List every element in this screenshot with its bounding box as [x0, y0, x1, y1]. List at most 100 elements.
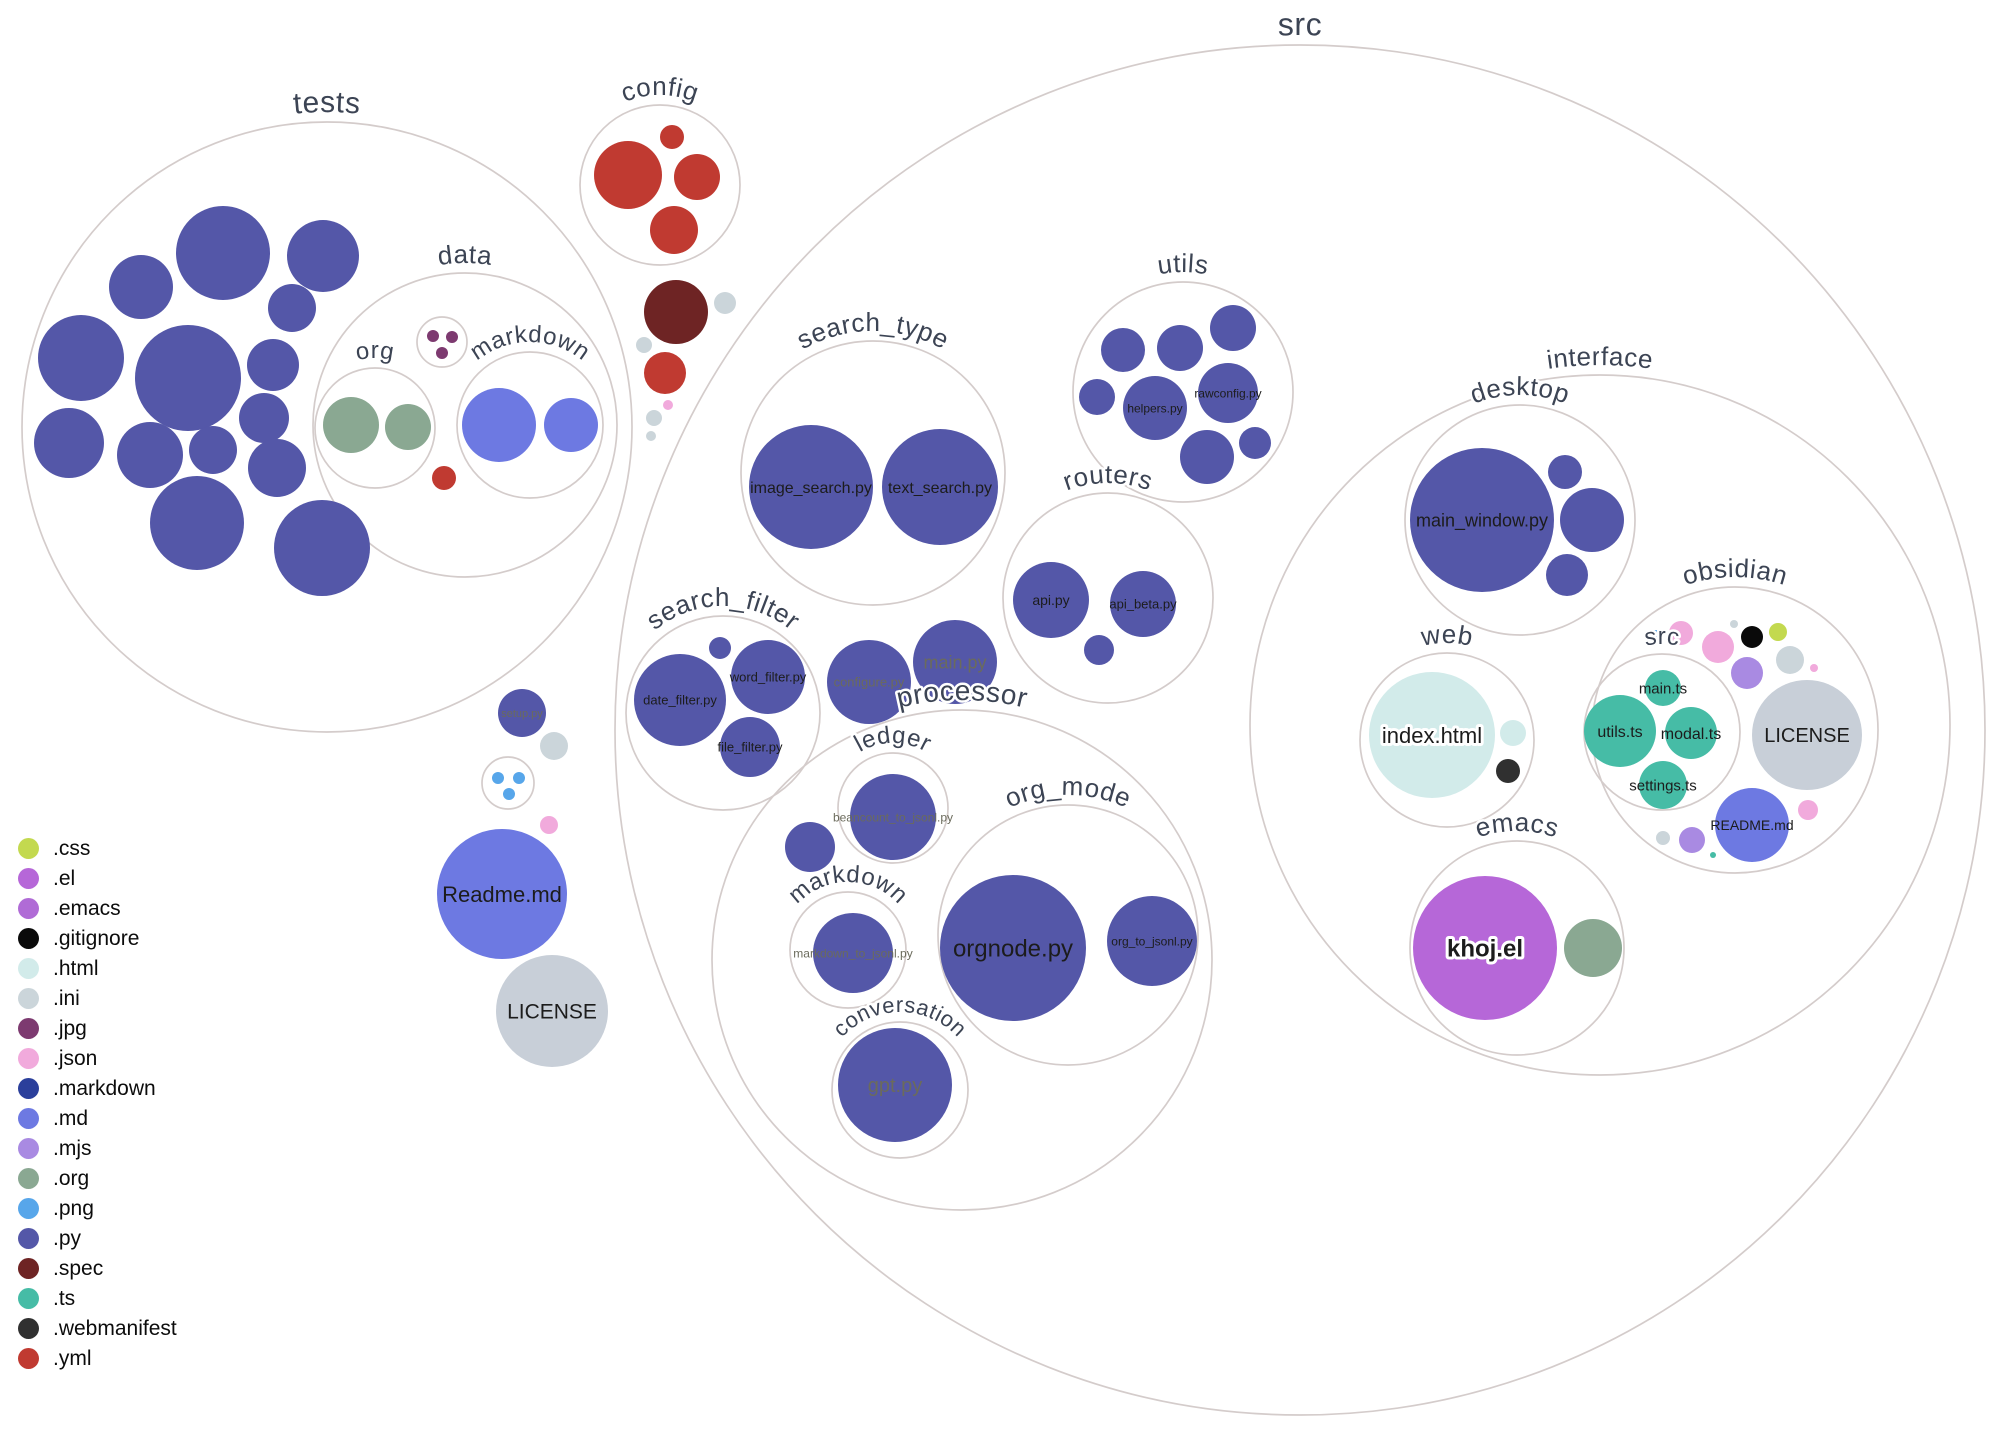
- folder-circle-utils[interactable]: [1072, 281, 1294, 503]
- file-circle-unnamed.json[interactable]: [540, 816, 558, 834]
- folder-circle-tests[interactable]: [21, 121, 633, 733]
- folder-circle-src[interactable]: [1583, 653, 1741, 811]
- file-circle-unnamed.py[interactable]: [1157, 325, 1203, 371]
- folder-circle-desktop[interactable]: [1404, 404, 1636, 636]
- file-circle-unnamed.py[interactable]: [150, 476, 244, 570]
- folder-circle-interface[interactable]: [1249, 374, 1951, 1076]
- file-circle-main.py[interactable]: [913, 620, 997, 704]
- file-circle-unnamed.ini[interactable]: [646, 410, 662, 426]
- file-circle-gpt.py[interactable]: [838, 1028, 952, 1142]
- file-circle-unnamed.yml[interactable]: [644, 352, 686, 394]
- file-circle-unnamed.ini[interactable]: [636, 337, 652, 353]
- file-circle-unnamed.py[interactable]: [1079, 379, 1115, 415]
- file-circle-orgnode.py[interactable]: [940, 875, 1086, 1021]
- file-circle-unnamed.py[interactable]: [1560, 488, 1624, 552]
- file-circle-unnamed.jpg[interactable]: [446, 331, 458, 343]
- file-circle-unnamed.png[interactable]: [513, 772, 525, 784]
- file-circle-unnamed.py[interactable]: [1210, 305, 1256, 351]
- file-circle-unnamed.png[interactable]: [503, 788, 515, 800]
- file-circle-unnamed.json[interactable]: [663, 400, 673, 410]
- file-circle-unnamed.css[interactable]: [1769, 623, 1787, 641]
- file-circle-unnamed.json[interactable]: [1669, 621, 1693, 645]
- file-circle-unnamed.py[interactable]: [109, 255, 173, 319]
- file-circle-utils.ts[interactable]: [1584, 695, 1656, 767]
- file-circle-main.ts[interactable]: [1645, 670, 1681, 706]
- file-circle-LICENSE[interactable]: [1752, 680, 1862, 790]
- file-circle-unnamed.py[interactable]: [248, 439, 306, 497]
- file-circle-unnamed.yml[interactable]: [432, 466, 456, 490]
- file-circle-unnamed.py[interactable]: [189, 426, 237, 474]
- file-circle-unnamed.ini[interactable]: [714, 292, 736, 314]
- file-circle-unnamed.ini[interactable]: [1656, 831, 1670, 845]
- file-circle-text_search.py[interactable]: [882, 429, 998, 545]
- file-circle-unnamed.py[interactable]: [117, 422, 183, 488]
- file-circle-date_filter.py[interactable]: [634, 654, 726, 746]
- folder-circle-processor[interactable]: [711, 709, 1213, 1211]
- file-circle-unnamed.gitignore[interactable]: [1741, 626, 1763, 648]
- file-circle-unnamed.ini[interactable]: [540, 732, 568, 760]
- file-circle-setup.py[interactable]: [498, 689, 546, 737]
- file-circle-unnamed.md[interactable]: [462, 388, 536, 462]
- file-circle-Readme.md[interactable]: [437, 829, 567, 959]
- folder-circle-org[interactable]: [314, 367, 436, 489]
- file-circle-unnamed.org[interactable]: [323, 397, 379, 453]
- file-circle-unnamed.ini[interactable]: [1730, 620, 1738, 628]
- file-circle-unnamed.jpg[interactable]: [427, 330, 439, 342]
- file-circle-beancount_to_jsonl.py[interactable]: [850, 774, 936, 860]
- file-circle-file_filter.py[interactable]: [720, 717, 780, 777]
- file-circle-unnamed.yml[interactable]: [594, 141, 662, 209]
- file-circle-unnamed.yml[interactable]: [660, 125, 684, 149]
- file-circle-unnamed.png[interactable]: [492, 772, 504, 784]
- file-circle-unnamed.json[interactable]: [1702, 631, 1734, 663]
- file-circle-unnamed.json[interactable]: [1798, 800, 1818, 820]
- folder-circle-emacs[interactable]: [1409, 840, 1625, 1056]
- file-circle-unnamed.py[interactable]: [239, 393, 289, 443]
- folder-circle-src[interactable]: [614, 44, 1986, 1416]
- file-circle-modal.ts[interactable]: [1665, 707, 1717, 759]
- file-circle-unnamed.py[interactable]: [1101, 328, 1145, 372]
- file-circle-unnamed.py[interactable]: [274, 500, 370, 596]
- file-circle-unnamed.html[interactable]: [1500, 720, 1526, 746]
- folder-circle-unnamed[interactable]: [416, 316, 468, 368]
- file-circle-unnamed.mjs[interactable]: [1679, 827, 1705, 853]
- file-circle-unnamed.mjs[interactable]: [1731, 657, 1763, 689]
- file-circle-unnamed.spec[interactable]: [644, 280, 708, 344]
- file-circle-org_to_jsonl.py[interactable]: [1107, 896, 1197, 986]
- file-circle-khoj.el[interactable]: [1413, 876, 1557, 1020]
- file-circle-settings.ts[interactable]: [1639, 761, 1687, 809]
- folder-circle-markdown[interactable]: [456, 351, 604, 499]
- folder-circle-config[interactable]: [579, 104, 741, 266]
- file-circle-unnamed.ini[interactable]: [1776, 646, 1804, 674]
- file-circle-unnamed.py[interactable]: [1546, 554, 1588, 596]
- folder-circle-search_filter[interactable]: [625, 615, 821, 811]
- file-circle-unnamed.json[interactable]: [1810, 664, 1818, 672]
- file-circle-api_beta.py[interactable]: [1110, 571, 1176, 637]
- folder-circle-conversation[interactable]: [831, 1021, 969, 1159]
- file-circle-main_window.py[interactable]: [1410, 448, 1554, 592]
- file-circle-unnamed.png[interactable]: [1650, 630, 1662, 642]
- file-circle-unnamed.py[interactable]: [135, 325, 241, 431]
- file-circle-unnamed.py[interactable]: [287, 220, 359, 292]
- file-circle-unnamed.jpg[interactable]: [436, 347, 448, 359]
- folder-circle-search_type[interactable]: [740, 340, 1006, 606]
- file-circle-unnamed.py[interactable]: [247, 339, 299, 391]
- file-circle-unnamed.org[interactable]: [385, 404, 431, 450]
- file-circle-unnamed.py[interactable]: [1180, 430, 1234, 484]
- file-circle-word_filter.py[interactable]: [731, 640, 805, 714]
- file-circle-unnamed.py[interactable]: [1239, 427, 1271, 459]
- folder-circle-org_mode[interactable]: [937, 804, 1199, 1066]
- file-circle-unnamed.ts[interactable]: [1710, 852, 1716, 858]
- file-circle-image_search.py[interactable]: [749, 425, 873, 549]
- file-circle-index.html[interactable]: [1369, 672, 1495, 798]
- file-circle-unnamed.py[interactable]: [34, 408, 104, 478]
- file-circle-unnamed.ini[interactable]: [646, 431, 656, 441]
- file-circle-unnamed.yml[interactable]: [674, 154, 720, 200]
- folder-circle-ledger[interactable]: [837, 752, 949, 864]
- file-circle-unnamed.py[interactable]: [709, 637, 731, 659]
- file-circle-helpers.py[interactable]: [1123, 376, 1187, 440]
- folder-circle-data[interactable]: [312, 272, 618, 578]
- file-circle-unnamed.yml[interactable]: [650, 206, 698, 254]
- file-circle-LICENSE[interactable]: [496, 955, 608, 1067]
- file-circle-unnamed.py[interactable]: [176, 206, 270, 300]
- file-circle-rawconfig.py[interactable]: [1198, 363, 1258, 423]
